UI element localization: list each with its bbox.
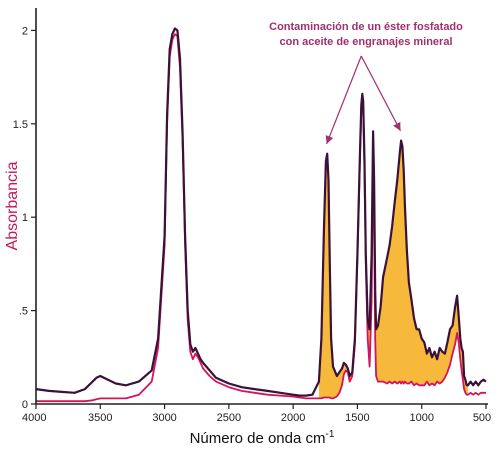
- annotation-layer: Contaminación de un éster fosfatado con …: [269, 21, 463, 145]
- x-tick-label: 1500: [345, 412, 369, 424]
- tick-layer: 4000 3500 3000 2500 2000 1500 1000 500 0 .5 1 1.5 2: [13, 25, 491, 424]
- y-tick-label: 0: [22, 399, 28, 411]
- annotation-text-line-2: con aceite de engranajes mineral: [279, 36, 452, 48]
- x-tick-label: 4000: [22, 412, 46, 424]
- contamination-fill: [318, 93, 468, 399]
- contaminated-spectrum-line: [35, 27, 487, 397]
- x-tick-label: 1000: [409, 412, 433, 424]
- x-tick-label: 3000: [152, 412, 176, 424]
- y-tick-label: 1: [22, 212, 28, 224]
- x-axis-label-superscript: -1: [326, 429, 335, 440]
- x-tick-label: 500: [473, 412, 491, 424]
- series-layer: [35, 27, 487, 403]
- contamination-fill-layer: [318, 93, 468, 399]
- x-axis-label: Número de onda cm-1: [190, 429, 335, 447]
- y-axis-label: Absorbancia: [4, 161, 21, 250]
- annotation-arrow-line: [326, 55, 362, 145]
- y-tick-label: .5: [19, 306, 28, 318]
- y-tick-label: 2: [22, 25, 28, 37]
- annotation-arrowhead: [393, 121, 401, 131]
- x-axis-label-text: Número de onda cm: [190, 430, 326, 447]
- annotation-arrowhead: [325, 135, 334, 144]
- annotation-text-line-1: Contaminación de un éster fosfatado: [269, 21, 463, 33]
- x-tick-label: 2000: [281, 412, 305, 424]
- y-tick-label: 1.5: [13, 119, 28, 131]
- x-tick-label: 2500: [217, 412, 241, 424]
- annotation-arrow-line: [360, 55, 402, 132]
- axes: [35, 8, 488, 405]
- x-tick-label: 3500: [88, 412, 112, 424]
